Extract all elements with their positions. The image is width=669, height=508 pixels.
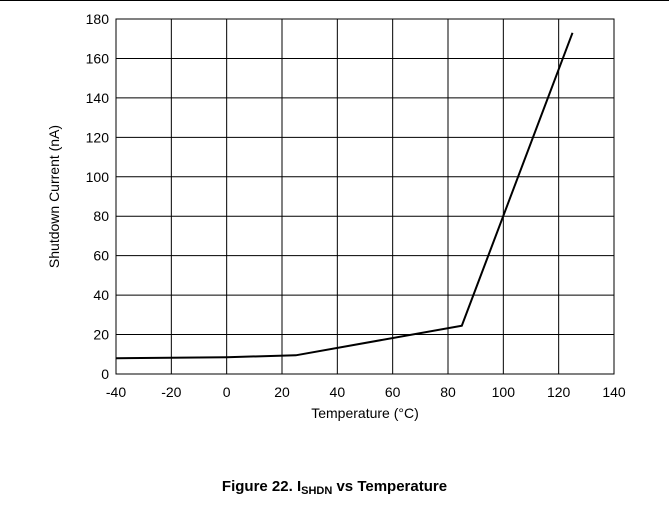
- x-axis-tick-labels: -40 -20 0 20 40 60 80 100 120 140: [106, 384, 626, 400]
- y-tick-label: 40: [93, 287, 109, 303]
- y-tick-label: 100: [86, 169, 110, 185]
- x-tick-label: 60: [385, 384, 401, 400]
- y-tick-label: 180: [86, 11, 110, 27]
- y-axis-tick-labels: 0 20 40 60 80 100 120 140 160 180: [86, 11, 110, 382]
- figure-caption-suffix: vs Temperature: [332, 478, 448, 495]
- x-tick-label: 40: [330, 384, 346, 400]
- plot-frame: [115, 18, 615, 375]
- y-tick-label: 0: [101, 366, 109, 382]
- y-tick-label: 60: [93, 248, 109, 264]
- x-tick-label: 20: [274, 384, 290, 400]
- x-tick-label: -40: [106, 384, 126, 400]
- series-line: [115, 32, 574, 360]
- top-rule: [0, 0, 669, 1]
- grid-lines: [116, 19, 614, 374]
- y-axis-label: Shutdown Current (nA): [46, 125, 62, 268]
- x-tick-label: 120: [547, 384, 571, 400]
- y-tick-label: 120: [86, 129, 110, 145]
- x-axis-label: Temperature (°C): [311, 405, 419, 421]
- x-tick-label: 80: [440, 384, 456, 400]
- x-tick-label: 100: [492, 384, 516, 400]
- figure-caption-subscript: SHDN: [301, 485, 333, 497]
- x-tick-label: 0: [223, 384, 231, 400]
- y-tick-label: 20: [93, 327, 109, 343]
- figure-caption: Figure 22. ISHDN vs Temperature: [0, 478, 669, 497]
- x-tick-label: -20: [161, 384, 181, 400]
- y-tick-label: 160: [86, 50, 110, 66]
- y-tick-label: 140: [86, 90, 110, 106]
- x-tick-label: 140: [602, 384, 626, 400]
- y-tick-label: 80: [93, 208, 109, 224]
- figure-caption-prefix: Figure 22. I: [221, 478, 302, 495]
